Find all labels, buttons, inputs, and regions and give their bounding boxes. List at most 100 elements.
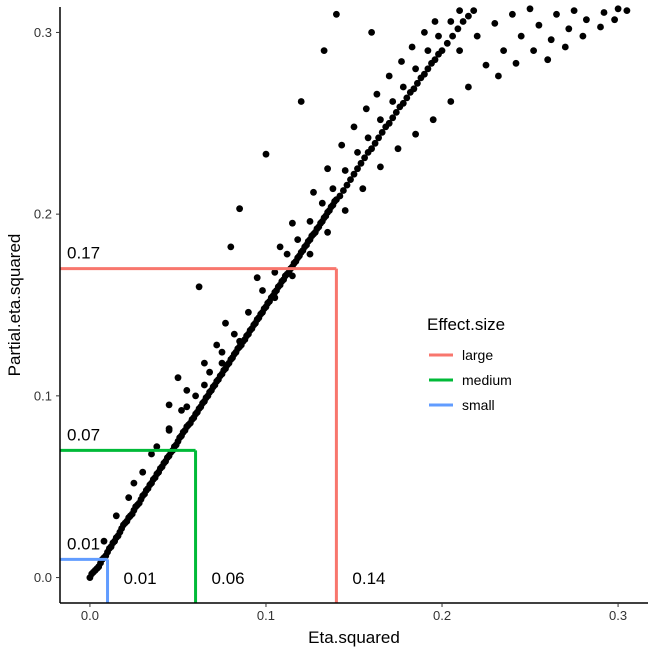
scatter-point xyxy=(357,159,365,167)
scatter-point xyxy=(336,192,344,200)
x-axis-title: Eta.squared xyxy=(308,628,400,647)
scatter-point xyxy=(447,18,455,25)
scatter-point xyxy=(165,401,173,409)
scatter-point xyxy=(139,468,147,476)
scatter-point xyxy=(443,39,451,47)
scatter-point xyxy=(153,443,161,451)
scatter-point xyxy=(491,20,499,27)
scatter-point xyxy=(375,134,382,142)
scatter-point xyxy=(394,145,402,153)
scatter-point xyxy=(192,392,200,400)
scatter-point xyxy=(213,341,221,349)
scatter-point xyxy=(465,83,472,91)
scatter-point xyxy=(130,479,138,487)
scatter-point xyxy=(271,294,279,302)
y-annotation-large: 0.17 xyxy=(67,244,100,263)
scatter-point xyxy=(482,61,490,69)
scatter-point xyxy=(333,10,340,18)
scatter-point xyxy=(421,29,428,36)
scatter-point xyxy=(456,47,463,54)
scatter-point xyxy=(324,165,331,173)
scatter-point xyxy=(253,316,261,323)
scatter-point xyxy=(350,123,358,131)
scatter-point xyxy=(306,218,314,225)
scatter-point xyxy=(310,188,317,196)
y-tick-label: 0.3 xyxy=(34,25,52,40)
scatter-point xyxy=(421,70,428,78)
x-annotation-small: 0.01 xyxy=(124,569,157,588)
x-tick-label: 0.2 xyxy=(433,608,451,623)
scatter-point xyxy=(222,319,229,327)
scatter-point xyxy=(361,154,368,162)
scatter-point xyxy=(547,36,555,44)
scatter-point xyxy=(408,43,416,51)
scatter-point xyxy=(347,176,354,184)
scatter-point xyxy=(306,250,314,258)
y-annotation-medium: 0.07 xyxy=(67,425,100,444)
scatter-point xyxy=(343,181,351,189)
scatter-point xyxy=(364,134,372,142)
x-annotation-medium: 0.06 xyxy=(212,569,245,588)
scatter-point xyxy=(289,219,296,227)
scatter-point xyxy=(320,47,328,54)
scatter-point xyxy=(183,387,191,394)
scatter-point xyxy=(201,359,208,367)
y-tick-label: 0.0 xyxy=(34,570,52,585)
scatter-point xyxy=(385,119,393,127)
scatter-point xyxy=(378,129,386,136)
scatter-point xyxy=(535,21,543,29)
scatter-point xyxy=(473,32,481,40)
scatter-point xyxy=(341,207,349,214)
ticks-layer: 0.0 0.1 0.2 0.3 0.0 0.1 0.2 0.3 xyxy=(34,25,627,623)
scatter-point xyxy=(470,7,478,14)
scatter-point xyxy=(289,272,296,280)
y-tick-label: 0.1 xyxy=(34,388,52,403)
scatter-point xyxy=(385,72,393,80)
scatter-point xyxy=(424,65,432,73)
scatter-point xyxy=(359,185,367,193)
scatter-point xyxy=(517,32,525,40)
scatter-point xyxy=(227,243,235,251)
scatter-point xyxy=(500,47,507,54)
reference-lines-layer xyxy=(60,267,338,603)
scatter-point xyxy=(354,149,361,156)
scatter-point xyxy=(623,7,631,14)
legend-label-small: small xyxy=(462,397,495,413)
scatter-point xyxy=(368,145,375,153)
scatter-point xyxy=(414,79,421,87)
legend-title: Effect.size xyxy=(427,315,505,334)
scatter-point xyxy=(271,268,279,276)
scatter-point xyxy=(403,94,411,102)
annotation-layer: 0.17 0.14 0.07 0.06 0.01 0.01 xyxy=(67,244,385,588)
points-layer xyxy=(86,5,631,581)
scatter-point xyxy=(412,65,419,73)
scatter-point xyxy=(424,47,432,54)
y-annotation-small: 0.01 xyxy=(67,534,100,553)
scatter-point xyxy=(218,359,226,367)
scatter-point xyxy=(377,116,384,124)
scatter-point xyxy=(579,32,587,40)
scatter-point xyxy=(614,5,622,13)
scatter-point xyxy=(329,185,337,193)
scatter-point xyxy=(174,374,182,382)
x-annotation-large: 0.14 xyxy=(352,569,385,588)
scatter-point xyxy=(431,18,439,25)
scatter-point xyxy=(454,25,462,33)
scatter-point xyxy=(399,83,407,91)
scatter-point xyxy=(565,25,573,33)
scatter-point xyxy=(350,170,358,178)
legend: Effect.size large medium small xyxy=(427,315,512,413)
scatter-point xyxy=(340,187,347,194)
legend-label-large: large xyxy=(462,347,493,363)
scatter-point xyxy=(371,139,379,147)
scatter-point xyxy=(412,130,419,138)
scatter-point xyxy=(447,98,455,105)
scatter-point xyxy=(530,47,537,54)
scatter-point xyxy=(338,141,346,149)
scatter-point xyxy=(553,10,560,18)
scatter-point xyxy=(165,425,173,432)
scatter-point xyxy=(392,109,400,116)
scatter-point xyxy=(509,10,516,18)
scatter-point xyxy=(398,58,405,65)
